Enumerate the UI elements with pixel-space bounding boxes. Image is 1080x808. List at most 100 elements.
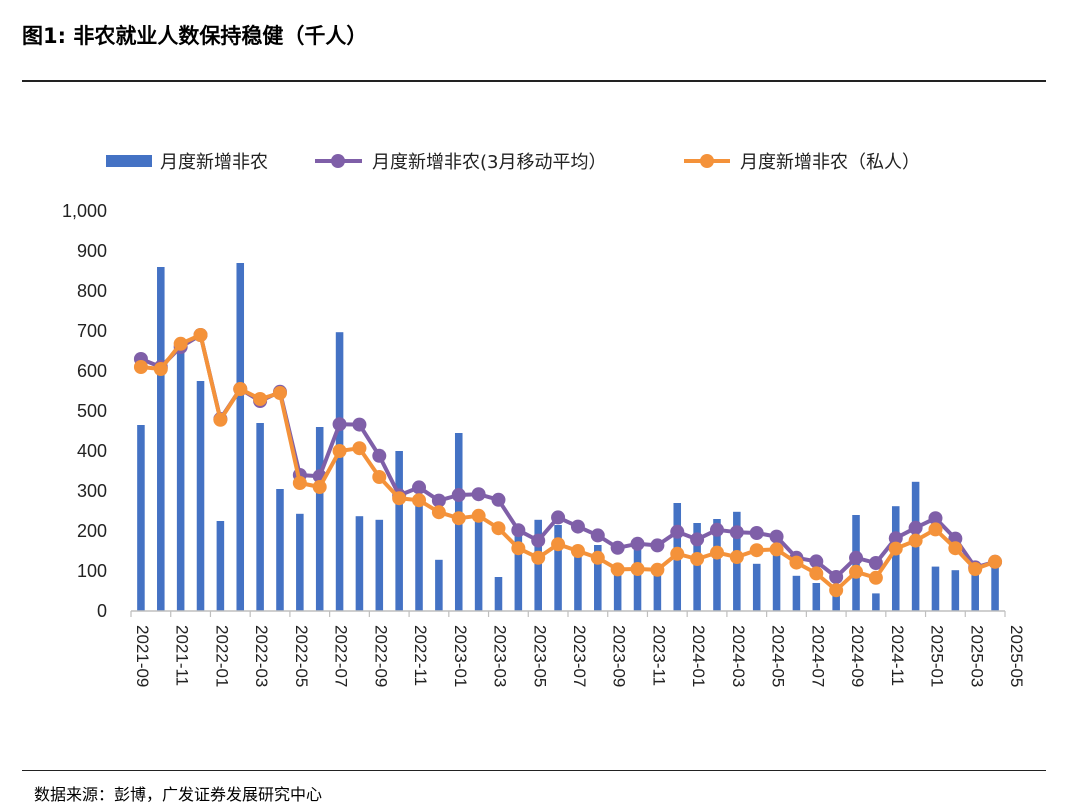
bar <box>296 513 304 611</box>
private-line-point <box>491 521 506 536</box>
avg-line-point <box>511 523 526 538</box>
avg-line-point <box>372 448 387 463</box>
private-line-point <box>888 541 903 556</box>
x-tick-label: 2022-11 <box>411 625 430 686</box>
x-tick-label: 2022-07 <box>332 625 351 687</box>
private-line-point <box>709 545 724 560</box>
y-tick-label: 600 <box>77 361 107 381</box>
private-line-point <box>253 392 268 406</box>
bar <box>514 527 523 611</box>
x-tick-label: 2025-03 <box>967 625 986 687</box>
bar <box>216 521 225 611</box>
private-line-point <box>352 441 367 456</box>
x-tick-label: 2023-07 <box>570 625 589 687</box>
bar <box>236 263 245 611</box>
bar <box>176 347 185 611</box>
bar <box>554 525 562 611</box>
avg-line-point <box>888 531 903 546</box>
avg-line-point <box>749 526 764 540</box>
bar <box>276 489 284 611</box>
figure-title: 图1: 非农就业人数保持稳健（千人） <box>22 24 368 48</box>
avg-line-point <box>908 520 923 535</box>
y-tick-label: 1,000 <box>62 201 107 221</box>
legend-label-bar: 月度新增非农 <box>160 152 268 173</box>
avg-line-point <box>948 531 963 546</box>
y-tick-label: 100 <box>77 561 107 581</box>
private-line-point <box>392 491 407 506</box>
avg-line-point <box>570 519 585 534</box>
bar <box>435 559 443 611</box>
avg-line-point <box>431 493 446 508</box>
x-tick-label: 2023-05 <box>530 625 549 687</box>
legend-swatch-private-marker <box>700 154 714 168</box>
x-tick-label: 2022-01 <box>212 625 231 687</box>
bar <box>991 559 999 611</box>
private-line-point <box>988 554 1003 569</box>
avg-line-point <box>868 556 883 570</box>
avg-line-point <box>451 488 466 502</box>
avg-line-point <box>928 511 943 526</box>
avg-line-point <box>332 417 347 432</box>
x-tick-label: 2025-01 <box>928 625 947 687</box>
bar <box>693 523 701 611</box>
x-tick-label: 2024-01 <box>689 625 708 687</box>
private-line-point <box>928 522 943 537</box>
avg-line-point <box>491 492 506 507</box>
bar <box>196 381 205 611</box>
private-line-point <box>272 386 287 400</box>
x-axis: 2021-09 2021-11 2022-01 2022-03 2022-05 2022-… <box>130 610 1026 687</box>
private-line-series <box>133 328 1003 598</box>
legend-label-private: 月度新增非农（私人） <box>740 152 920 173</box>
bar <box>494 577 503 611</box>
avg-line-point <box>690 532 705 547</box>
private-line-point <box>312 480 327 494</box>
x-tick-label: 2024-11 <box>888 625 907 686</box>
private-line-point <box>372 470 387 484</box>
private-line-point <box>908 533 923 548</box>
private-line-point <box>809 566 824 581</box>
bar <box>594 545 602 611</box>
bar <box>534 519 542 611</box>
private-line-point <box>690 552 705 566</box>
bar <box>415 499 423 611</box>
bar <box>315 427 324 611</box>
avg-line-point <box>829 570 844 584</box>
bar <box>752 563 761 611</box>
x-tick-label: 2021-11 <box>173 625 192 686</box>
private-line-point <box>412 493 427 508</box>
bar <box>395 451 403 611</box>
x-tick-label: 2022-05 <box>292 625 311 687</box>
x-tick-label: 2024-05 <box>769 625 788 687</box>
nonfarm-chart: 月度新增非农 月度新增非农(3月移动平均） 月度新增非农（私人） 0 100 200… <box>62 152 1026 687</box>
avg-line-point <box>650 538 665 553</box>
private-line-point <box>610 562 625 577</box>
avg-line-point <box>551 510 566 525</box>
legend-swatch-avg-marker <box>331 154 345 168</box>
bar <box>931 566 940 611</box>
private-line-point <box>292 476 307 490</box>
y-tick-label: 400 <box>77 441 107 461</box>
private-line-path <box>140 333 996 593</box>
bar <box>832 595 840 611</box>
x-tick-label: 2023-01 <box>451 625 470 687</box>
bar <box>137 425 145 611</box>
private-line-point <box>570 544 585 558</box>
private-line-point <box>849 564 864 579</box>
bar <box>792 575 801 611</box>
avg-line-point <box>412 480 427 495</box>
private-line-point <box>749 543 764 558</box>
bar <box>872 593 880 611</box>
bar <box>971 571 979 611</box>
y-tick-label: 300 <box>77 481 107 501</box>
avg-line-point <box>590 528 605 543</box>
legend: 月度新增非农 月度新增非农(3月移动平均） 月度新增非农（私人） <box>106 152 920 173</box>
private-line-point <box>590 550 605 565</box>
private-line-point <box>868 570 883 585</box>
x-tick-label: 2022-03 <box>252 625 271 687</box>
avg-line-point <box>729 525 744 540</box>
private-line-point <box>431 505 446 520</box>
private-line-point <box>769 542 784 557</box>
private-line-point <box>829 583 844 598</box>
private-line-point <box>531 550 546 565</box>
y-tick-label: 700 <box>77 321 107 341</box>
